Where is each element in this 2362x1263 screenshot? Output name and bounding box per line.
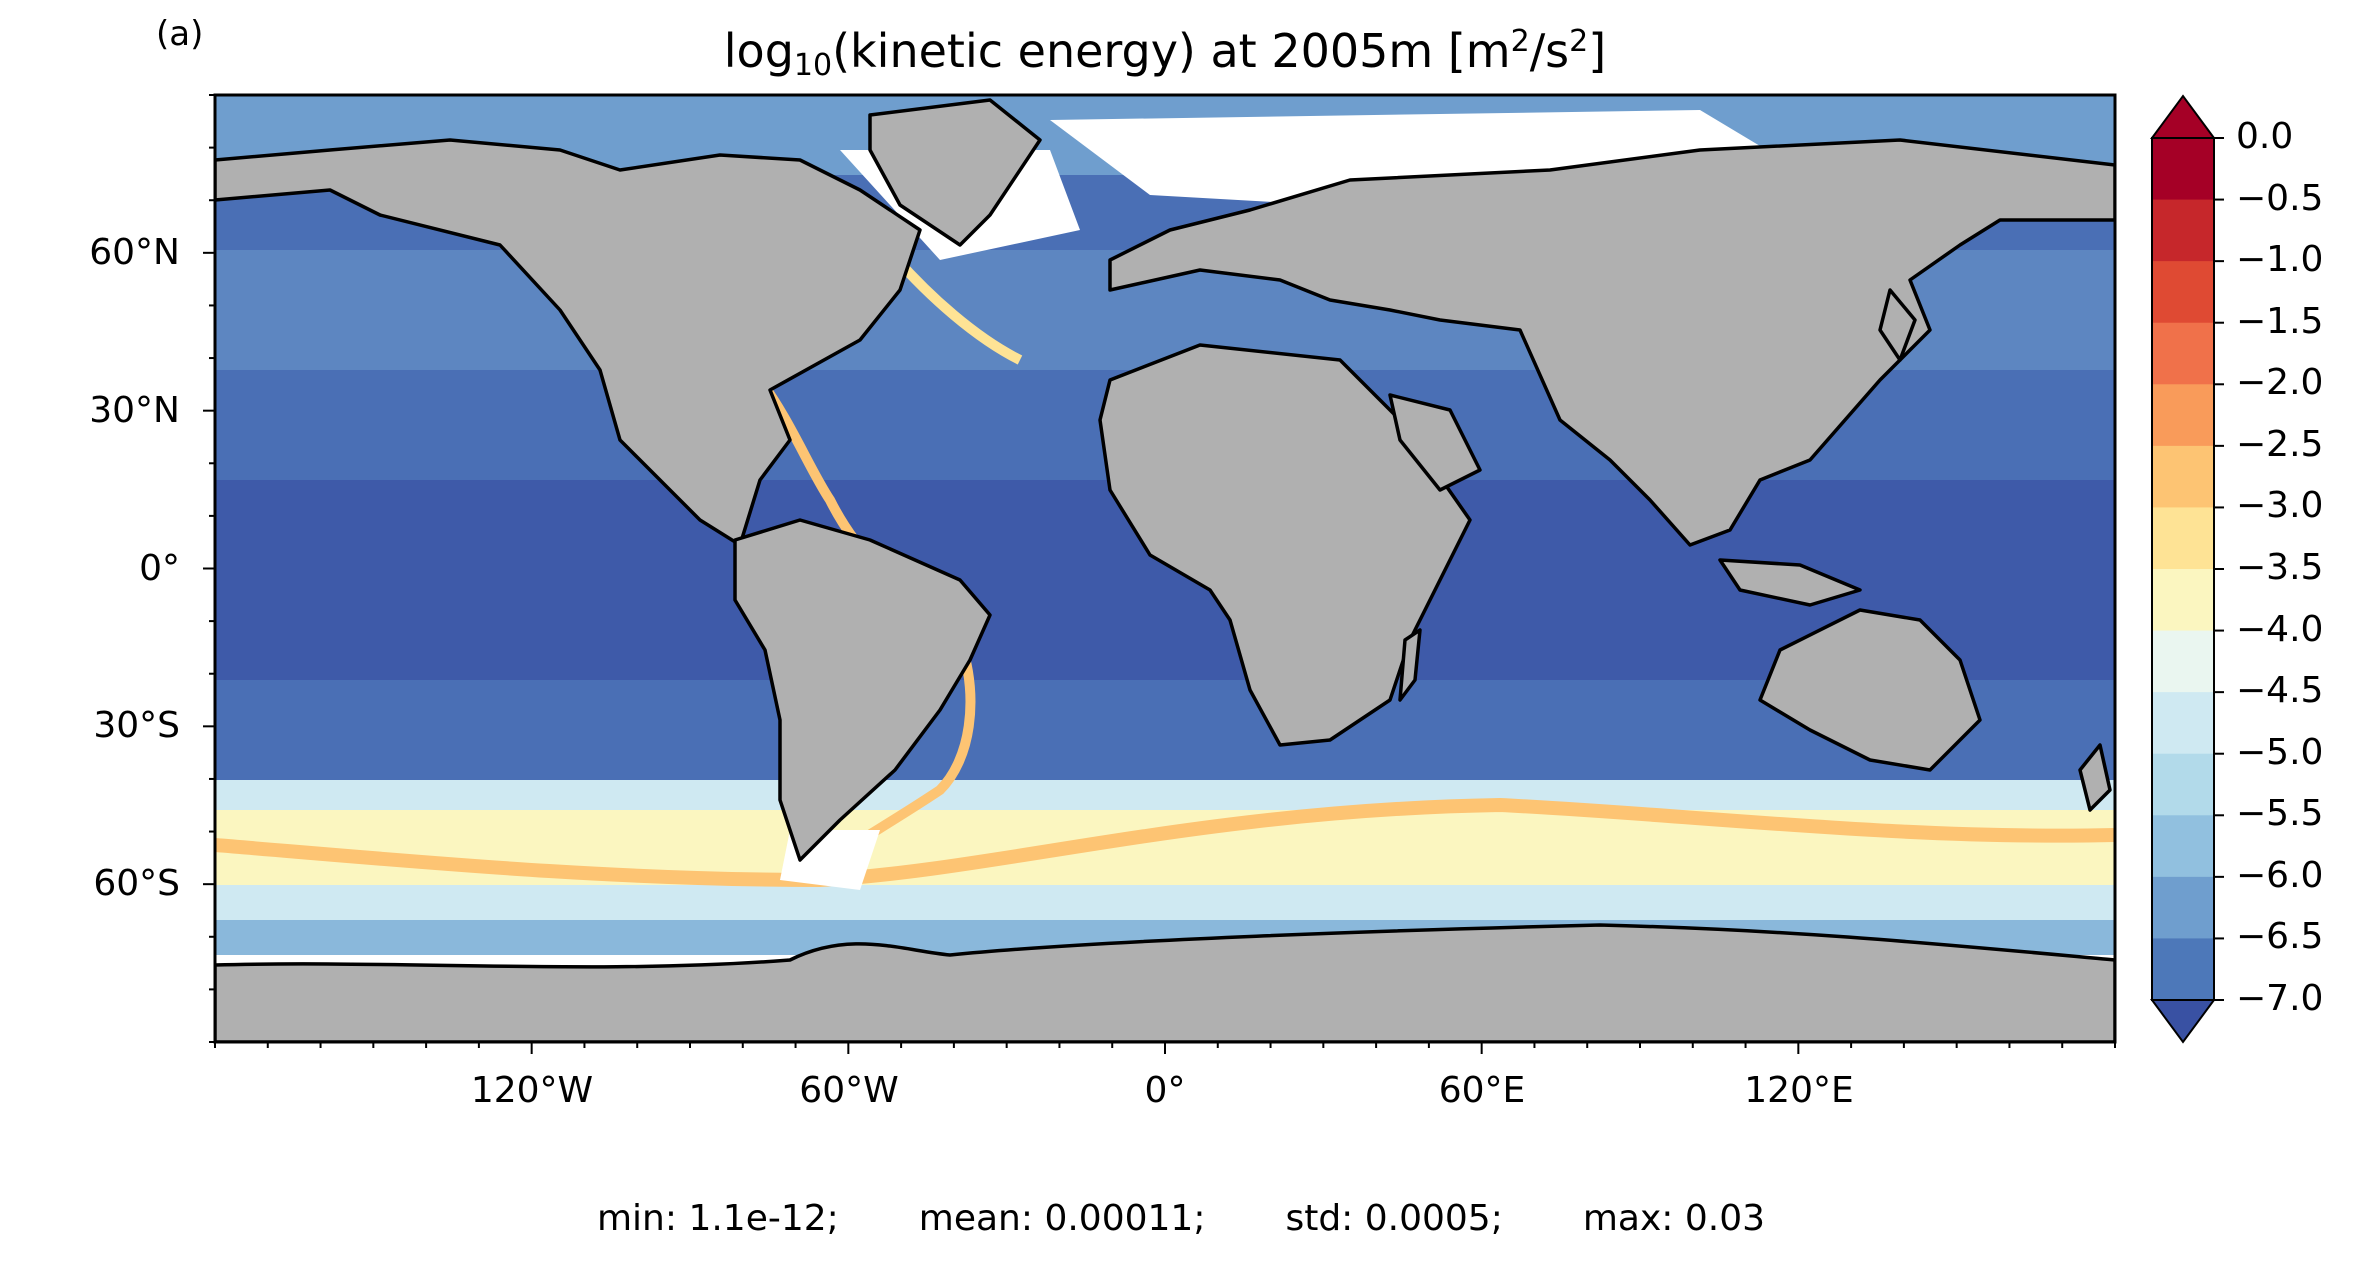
colorbar-segment [2152,692,2214,755]
colorbar-tick-label: −1.0 [2236,239,2324,281]
colorbar-tick-label: −3.0 [2236,485,2324,527]
colorbar-tick-label: −7.0 [2236,978,2324,1019]
colorbar-segment [2152,138,2214,201]
colorbar-segment [2152,445,2214,508]
acc-jet [215,797,2115,888]
lon-tick-label: 120°W [470,1070,594,1111]
land-new-zealand [2078,743,2112,812]
colorbar-tick-label: −6.5 [2236,916,2324,958]
colorbar-tick-label: −6.0 [2236,854,2324,896]
colorbar-segment [2152,815,2214,878]
colorbar-extend-min [2150,999,2216,1044]
lon-tick-label: 0° [1144,1070,1186,1111]
colorbar-tick-label: 0.0 [2236,116,2294,157]
figure-title: log10(kinetic energy) at 2005m [m2/s2] [723,24,1607,83]
lat-tick-label: 30°N [89,390,180,431]
colorbar [2150,94,2224,1044]
colorbar-tick-label: −2.5 [2236,423,2324,465]
colorbar-tick-label: −1.5 [2236,300,2324,342]
colorbar-segment [2152,507,2214,570]
axis-ticks [203,94,2116,1054]
lat-tick-label: 60°S [93,863,180,904]
stat-mean: mean: 0.00011; [918,1198,1206,1239]
colorbar-segment [2152,322,2214,385]
lon-tick-label: 60°E [1438,1070,1526,1111]
colorbar-segment [2152,384,2214,447]
colorbar-tick-label: −4.0 [2236,608,2324,650]
colorbar-tick-label: −5.5 [2236,793,2324,835]
lon-tick-label: 120°E [1744,1070,1854,1111]
colorbar-extend-max [2150,94,2216,139]
stat-max: max: 0.03 [1582,1198,1766,1239]
land-greenland [868,98,1042,247]
panel-label: (a) [156,14,204,54]
lon-tick-label: 60°W [799,1070,899,1111]
colorbar-segment [2152,876,2214,939]
land-masses [215,98,2115,1042]
land-japan [1878,288,1917,362]
land-arabia [1388,393,1482,492]
land-south-america [733,518,992,862]
land-antarctica [215,923,2115,1042]
map-area [215,95,2115,1042]
lat-tick-label: 30°S [93,705,180,746]
colorbar-tick-label: −2.0 [2236,362,2324,404]
land-australia [1758,608,1982,772]
colorbar-segment [2152,261,2214,324]
stat-min: min: 1.1e-12; [596,1198,839,1239]
stat-std: std: 0.0005; [1285,1198,1503,1239]
colorbar-segment [2152,199,2214,262]
colorbar-tick-label: −0.5 [2236,177,2324,219]
land-madagascar [1398,628,1422,702]
statistics-line: min: 1.1e-12; mean: 0.00011; std: 0.0005; m… [0,1198,2362,1239]
land-north-america [215,138,922,547]
colorbar-segment [2152,569,2214,632]
colorbar-tick-label: −3.5 [2236,547,2324,588]
lat-tick-label: 60°N [89,232,180,273]
colorbar-segment [2152,938,2214,1001]
colorbar-segment [2152,753,2214,816]
colorbar-tick-label: −5.0 [2236,731,2324,773]
land-eurasia [1108,138,2115,547]
lat-tick-label: 0° [139,548,180,589]
colorbar-tick-label: −4.5 [2236,670,2324,712]
colorbar-segment [2152,630,2214,693]
land-africa [1098,343,1472,747]
land-indonesia [1718,558,1862,607]
